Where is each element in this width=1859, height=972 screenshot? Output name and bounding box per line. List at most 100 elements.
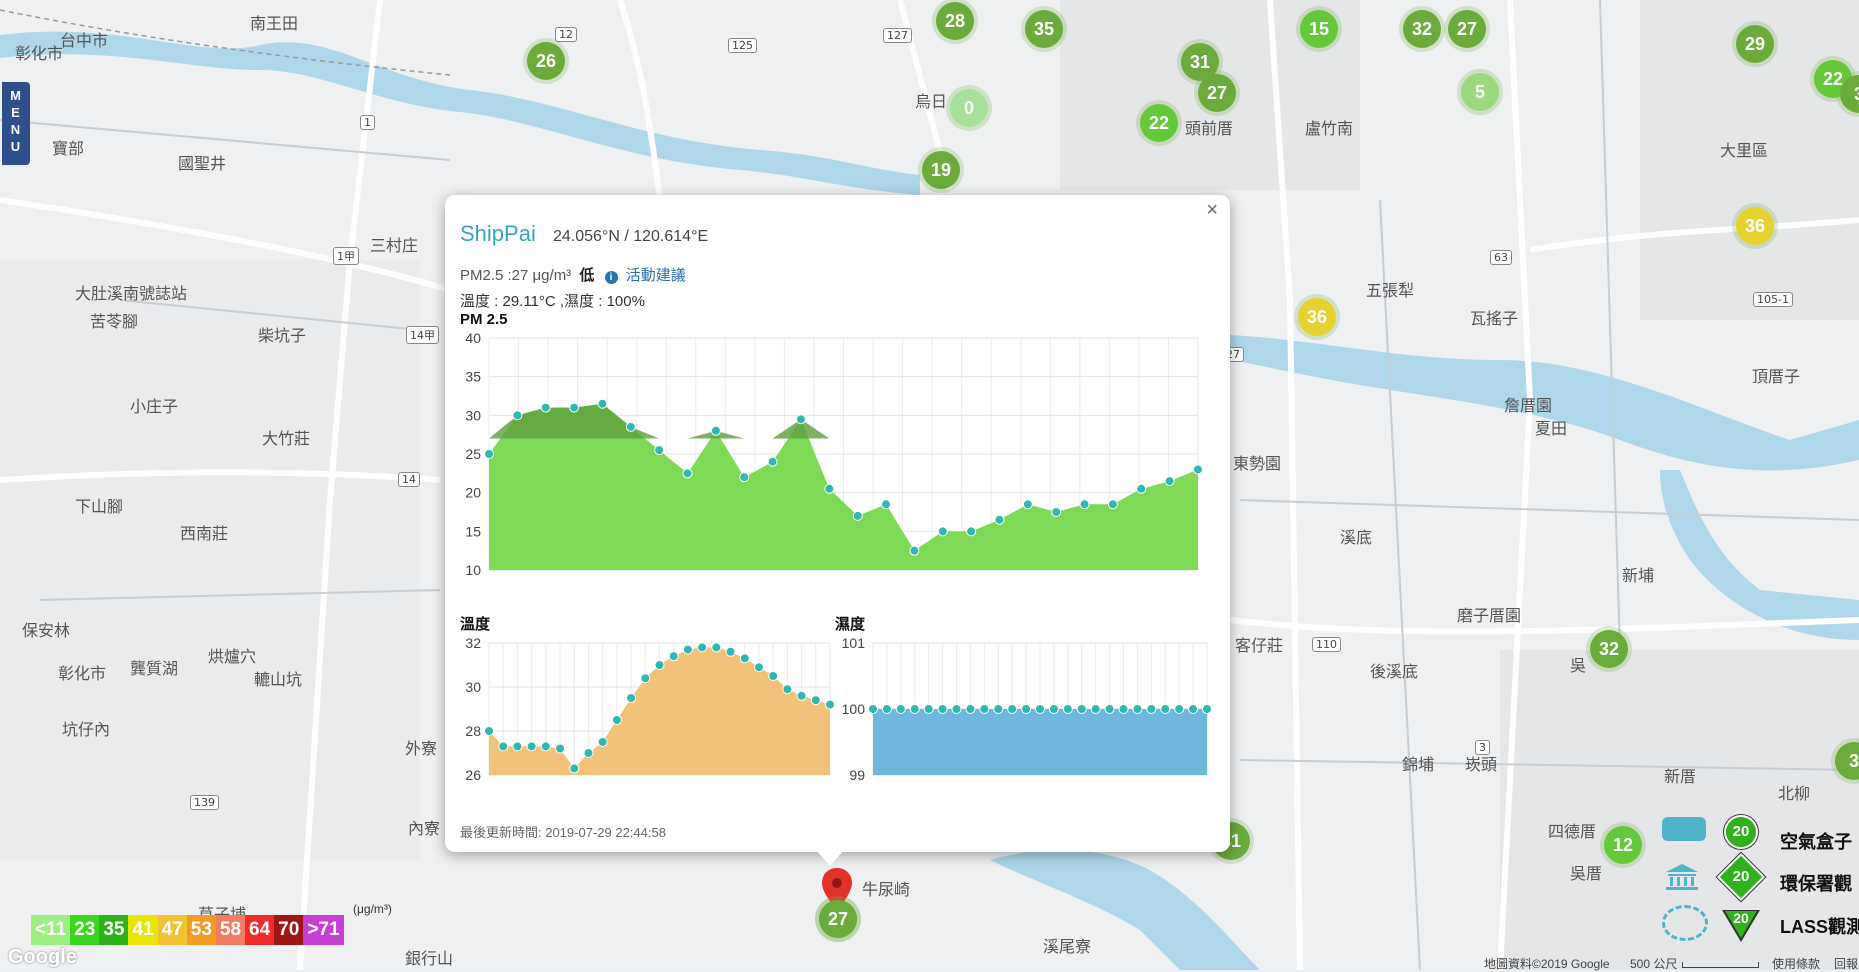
map-marker[interactable]: 3 xyxy=(1840,75,1859,113)
map-pin-icon xyxy=(822,868,852,910)
road-number-badge: 63 xyxy=(1490,250,1512,265)
data-point xyxy=(1202,704,1212,714)
map-marker[interactable]: 29 xyxy=(1736,25,1774,63)
legend-unit: (μg/m³) xyxy=(353,902,392,916)
road-number-badge: 110 xyxy=(1312,637,1341,652)
map-marker[interactable]: 3 xyxy=(1835,742,1859,780)
map-place-label: 寶部 xyxy=(52,139,85,158)
data-point xyxy=(965,704,976,714)
station-name: ShipPai xyxy=(460,221,536,246)
data-point xyxy=(540,402,551,413)
data-point xyxy=(979,704,990,714)
data-point xyxy=(1090,704,1101,714)
map-marker[interactable]: 26 xyxy=(527,42,565,80)
area-fill-high xyxy=(489,403,1198,439)
data-point xyxy=(993,704,1004,714)
map-place-label: 內寮 xyxy=(408,819,441,838)
info-icon[interactable]: i xyxy=(604,271,618,284)
close-button[interactable]: × xyxy=(1206,199,1218,221)
map-place-label: 南王田 xyxy=(250,14,299,33)
road-number-badge: 3 xyxy=(1475,740,1490,755)
map-place-label: 客仔莊 xyxy=(1235,636,1284,655)
y-tick-label: 30 xyxy=(465,407,481,423)
river-branch xyxy=(1660,470,1859,640)
data-point xyxy=(1035,704,1045,714)
map-marker[interactable]: 27 xyxy=(1448,10,1486,48)
terms-link[interactable]: 使用條款 xyxy=(1772,957,1821,971)
data-point xyxy=(753,662,764,673)
map-marker[interactable]: 27 xyxy=(1198,74,1236,112)
data-point xyxy=(1022,499,1033,510)
data-point xyxy=(852,510,863,521)
map-marker[interactable]: 28 xyxy=(936,2,974,40)
lass-icon xyxy=(1662,905,1708,941)
data-point xyxy=(1193,464,1203,475)
station-popup: × ShipPai 24.056°N / 120.614°E PM2.5 :27… xyxy=(445,195,1230,852)
map-marker[interactable]: 0 xyxy=(950,89,988,127)
y-tick-label: 28 xyxy=(465,723,481,739)
y-tick-label: 26 xyxy=(465,767,481,783)
x-tick-label: 06 xyxy=(718,577,734,580)
advice-link[interactable]: 活動建議 xyxy=(625,267,686,284)
data-point xyxy=(937,704,948,714)
legend-level: 23 xyxy=(70,915,100,945)
legend-level: 58 xyxy=(215,915,246,945)
pm-legend: <11 23 35 41 47 53 58 64 70 >71 xyxy=(31,915,344,945)
report-link[interactable]: 回報 xyxy=(1834,957,1859,971)
data-point xyxy=(1021,704,1032,714)
map-place-label: 後溪底 xyxy=(1370,662,1419,681)
river-dali xyxy=(1230,335,1859,471)
selected-pin[interactable] xyxy=(822,868,852,910)
data-point xyxy=(668,651,679,662)
data-point xyxy=(1136,483,1147,494)
map-marker[interactable]: 32 xyxy=(1403,10,1441,48)
map-place-label: 烘爐穴 xyxy=(208,647,257,666)
area-fill xyxy=(489,403,1198,570)
data-point xyxy=(825,699,835,710)
map-place-label: 頭前厝 xyxy=(1185,119,1234,138)
map-marker[interactable]: 35 xyxy=(1025,10,1063,48)
map-place-label: 龔質湖 xyxy=(130,659,179,678)
map-marker[interactable]: 5 xyxy=(1461,73,1499,111)
legend-level: <11 xyxy=(31,915,71,945)
map-marker[interactable]: 22 xyxy=(1140,104,1178,142)
google-logo: Google xyxy=(8,946,77,968)
station-coords: 24.056°N / 120.614°E xyxy=(553,228,709,245)
map-place-label: 國聖井 xyxy=(178,154,227,173)
road-number-badge: 14甲 xyxy=(406,326,439,344)
map-marker-selected[interactable]: 27 xyxy=(819,900,857,938)
map-marker[interactable]: 32 xyxy=(1590,630,1628,668)
legend-level: 64 xyxy=(245,915,275,945)
map-place-label: 瓦搖子 xyxy=(1470,309,1519,328)
data-point xyxy=(739,472,750,483)
map-place-label: 台中市 xyxy=(60,31,109,50)
data-point xyxy=(1062,704,1073,714)
menu-button[interactable]: MENU xyxy=(2,82,30,165)
map-marker[interactable]: 36 xyxy=(1298,298,1336,336)
y-tick-label: 100 xyxy=(842,701,866,717)
map-marker[interactable]: 15 xyxy=(1300,10,1338,48)
map-marker[interactable]: 19 xyxy=(922,151,960,189)
data-point xyxy=(951,704,962,714)
map-place-label: 外寮 xyxy=(405,739,438,758)
map-copyright: 地圖資料©2019 Google xyxy=(1484,957,1610,971)
legend-epa-label: 環保署觀 xyxy=(1780,874,1852,894)
temp-chart-title: 溫度 xyxy=(460,616,491,633)
map-place-label: 頂厝子 xyxy=(1752,367,1801,386)
river-bottom xyxy=(990,849,1260,970)
map-place-label: 彰化市 xyxy=(58,664,107,683)
map-place-label: 新厝 xyxy=(1664,767,1697,786)
y-tick-label: 20 xyxy=(465,485,481,501)
data-point xyxy=(597,737,608,747)
airbox-icon xyxy=(1662,817,1706,841)
data-point xyxy=(1132,704,1143,714)
map-marker[interactable]: 12 xyxy=(1604,826,1642,864)
y-tick-label: 99 xyxy=(849,767,865,783)
data-point xyxy=(767,456,778,467)
data-point xyxy=(1160,704,1171,714)
map-marker[interactable]: 36 xyxy=(1736,207,1774,245)
data-point xyxy=(1118,704,1129,714)
data-point xyxy=(625,421,636,432)
map-place-label: 新埔 xyxy=(1622,566,1655,585)
